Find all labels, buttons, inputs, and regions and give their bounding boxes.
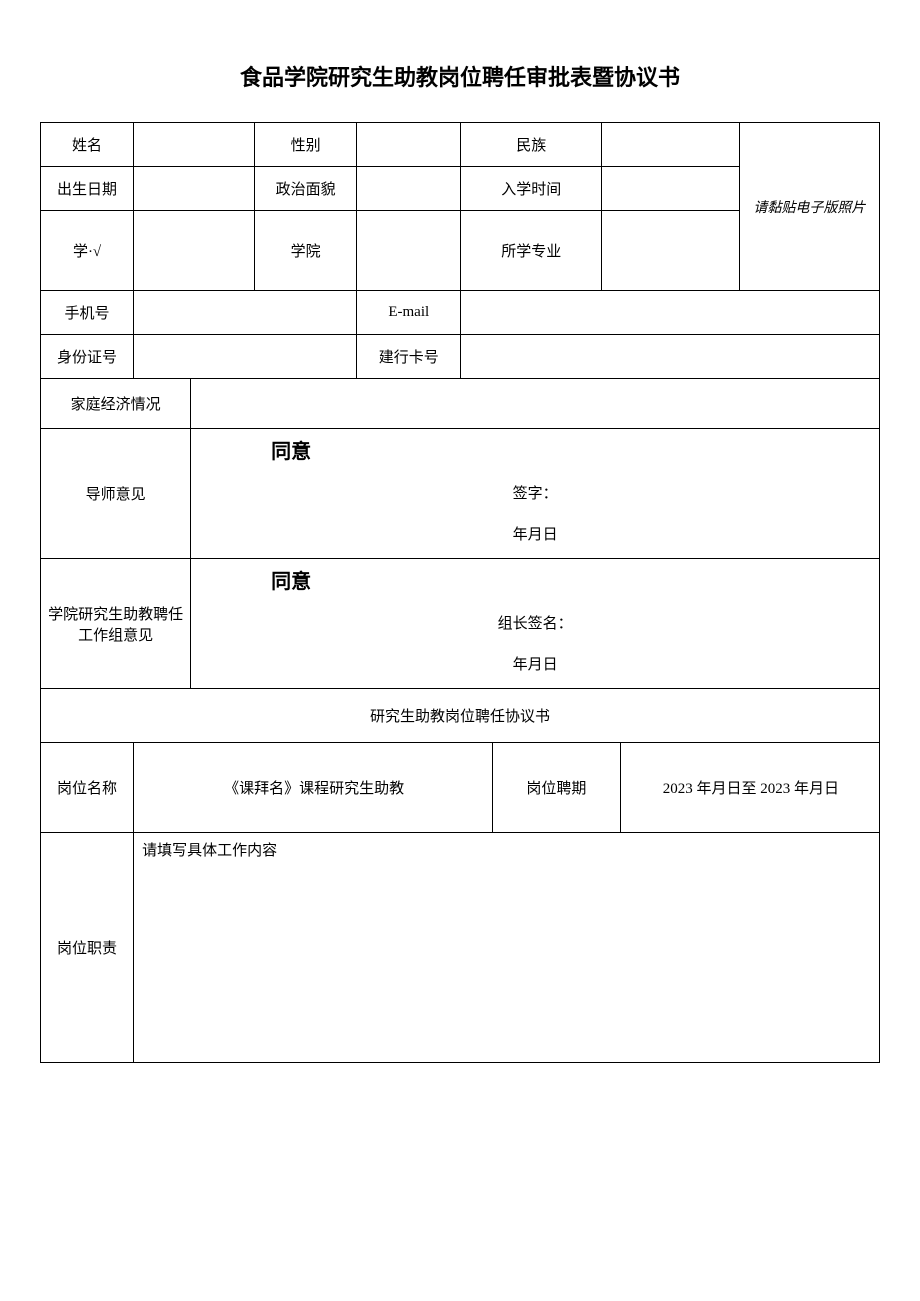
- label-family: 家庭经济情况: [41, 379, 190, 428]
- label-post-name: 岗位名称: [41, 743, 133, 832]
- row-section-title: 研究生助教岗位聘任协议书: [41, 689, 880, 743]
- advisor-agree: 同意: [201, 435, 311, 464]
- value-email[interactable]: [461, 291, 880, 335]
- value-birth[interactable]: [134, 167, 255, 211]
- row-family: 家庭经济情况: [41, 379, 880, 429]
- row-post: 岗位名称 《课拜名》课程研究生助教 岗位聘期 2023 年月日至 2023 年月…: [41, 743, 880, 833]
- value-post-period[interactable]: 2023 年月日至 2023 年月日: [621, 743, 879, 832]
- row-duty: 岗位职责 请填写具体工作内容: [41, 833, 880, 1063]
- label-degree: 学·√: [41, 211, 133, 290]
- committee-sign: 组长签名：: [201, 612, 869, 633]
- committee-date: 年月日: [201, 653, 869, 674]
- value-idcard[interactable]: [134, 335, 357, 379]
- value-major[interactable]: [602, 211, 740, 291]
- label-politics: 政治面貌: [255, 167, 356, 210]
- value-politics[interactable]: [357, 167, 461, 211]
- value-post-name[interactable]: 《课拜名》课程研究生助教: [134, 743, 492, 832]
- label-committee: 学院研究生助教聘任工作组意见: [41, 559, 190, 688]
- value-enroll[interactable]: [602, 167, 740, 211]
- advisor-approval[interactable]: 同意 签字： 年月日: [191, 429, 879, 558]
- label-idcard: 身份证号: [41, 335, 133, 378]
- value-name[interactable]: [134, 123, 255, 167]
- row-idcard: 身份证号 建行卡号: [41, 335, 880, 379]
- value-gender[interactable]: [357, 123, 461, 167]
- value-degree[interactable]: [134, 211, 255, 291]
- page-title: 食品学院研究生助教岗位聘任审批表暨协议书: [40, 60, 880, 92]
- label-major: 所学专业: [461, 211, 601, 290]
- label-bankcard: 建行卡号: [357, 335, 460, 378]
- value-bankcard[interactable]: [461, 335, 880, 379]
- value-college[interactable]: [357, 211, 461, 291]
- form-table: 姓名 性别 民族 请黏贴电子版照片 出生日期 政治面貌 入学时间 学·√ 学院 …: [40, 122, 880, 1063]
- row-name: 姓名 性别 民族 请黏贴电子版照片: [41, 123, 880, 167]
- row-phone: 手机号 E-mail: [41, 291, 880, 335]
- label-advisor: 导师意见: [41, 429, 190, 558]
- value-phone[interactable]: [134, 291, 357, 335]
- label-email: E-mail: [357, 291, 460, 334]
- advisor-date: 年月日: [201, 523, 869, 544]
- advisor-sign: 签字：: [201, 482, 869, 503]
- value-post-duty[interactable]: 请填写具体工作内容: [134, 833, 879, 1062]
- label-section-title: 研究生助教岗位聘任协议书: [41, 689, 879, 742]
- label-ethnic: 民族: [461, 123, 601, 166]
- value-family[interactable]: [191, 379, 880, 429]
- value-ethnic[interactable]: [602, 123, 740, 167]
- label-college: 学院: [255, 211, 356, 290]
- photo-placeholder[interactable]: 请黏贴电子版照片: [740, 123, 879, 290]
- label-phone: 手机号: [41, 291, 133, 334]
- committee-approval[interactable]: 同意 组长签名： 年月日: [191, 559, 879, 688]
- label-enroll: 入学时间: [461, 167, 601, 210]
- label-gender: 性别: [255, 123, 356, 166]
- row-committee: 学院研究生助教聘任工作组意见 同意 组长签名： 年月日: [41, 559, 880, 689]
- label-name: 姓名: [41, 123, 133, 166]
- committee-agree: 同意: [201, 565, 311, 594]
- label-post-period: 岗位聘期: [493, 743, 620, 832]
- row-advisor: 导师意见 同意 签字： 年月日: [41, 429, 880, 559]
- label-birth: 出生日期: [41, 167, 133, 210]
- label-post-duty: 岗位职责: [41, 833, 133, 1062]
